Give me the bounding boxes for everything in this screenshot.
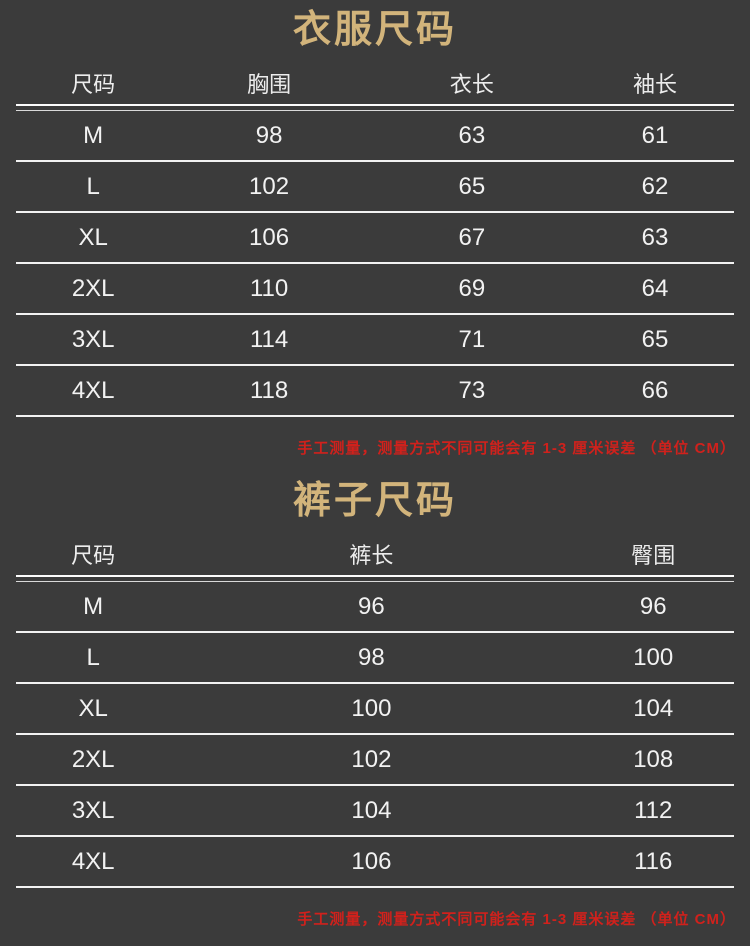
table-cell: 100 — [633, 643, 674, 671]
table-cell: 102 — [351, 745, 392, 773]
table-cell: 2XL — [71, 745, 115, 773]
table-cell: 112 — [634, 796, 673, 824]
table-cell: 106 — [351, 847, 392, 875]
table-cell: 116 — [634, 847, 673, 875]
table-cell: 3XL — [71, 796, 115, 824]
table-cell: 63 — [458, 121, 486, 149]
table-cell: L — [86, 172, 100, 200]
table-cell: 67 — [458, 223, 486, 251]
table-row: 4XL 118 73 66 — [16, 366, 734, 417]
column-header: 尺码 — [71, 72, 116, 97]
column-header: 臀围 — [631, 543, 676, 568]
table-cell: 66 — [641, 376, 669, 404]
table-row: 3XL 114 71 65 — [16, 315, 734, 366]
column-header: 袖长 — [632, 72, 677, 97]
table-row: 3XL 104 112 — [16, 786, 734, 837]
table-cell: XL — [78, 223, 108, 251]
pants-size-title: 裤子尺码 — [292, 480, 457, 522]
measurement-note: 手工测量，测量方式不同可能会有 1-3 厘米误差 （单位 CM） — [297, 911, 736, 928]
table-header-row: 尺码 裤长 臀围 — [16, 533, 734, 575]
table-cell: 110 — [249, 274, 289, 302]
table-cell: 65 — [458, 172, 486, 200]
table-cell: 108 — [633, 745, 674, 773]
table-header-row: 尺码 胸围 衣长 袖长 — [16, 62, 734, 104]
table-cell: 96 — [358, 592, 385, 620]
table-cell: XL — [78, 694, 108, 722]
table-cell: M — [83, 592, 104, 620]
table-row: XL 106 67 63 — [16, 213, 734, 264]
table-row: 2XL 102 108 — [16, 735, 734, 786]
table-cell: 62 — [641, 172, 669, 200]
table-cell: 65 — [641, 325, 669, 353]
table-row: M 96 96 — [16, 582, 734, 633]
table-cell: 106 — [249, 223, 290, 251]
table-cell: 102 — [249, 172, 290, 200]
table-row: 2XL 110 69 64 — [16, 264, 734, 315]
column-header: 裤长 — [349, 543, 394, 568]
table-row: L 98 100 — [16, 633, 734, 684]
table-row: L 102 65 62 — [16, 162, 734, 213]
table-cell: 98 — [358, 643, 385, 671]
table-cell: 98 — [255, 121, 283, 149]
table-cell: 73 — [458, 376, 486, 404]
table-cell: 71 — [458, 325, 486, 353]
size-chart-page: 衣服尺码 尺码 胸围 衣长 袖长 M 98 63 61 L 102 65 62 XL 106 67 63 2XL… — [0, 6, 750, 930]
clothes-size-table: 尺码 胸围 衣长 袖长 M 98 63 61 L 102 65 62 XL 106 67 63 2XL 110 69… — [16, 62, 734, 417]
pants-size-table: 尺码 裤长 臀围 M 96 96 L 98 100 XL 100 104 2XL 102 108 3XL 104… — [16, 533, 734, 888]
pants-size-section: 裤子尺码 尺码 裤长 臀围 M 96 96 L 98 100 XL 100 104 2XL 102 108 3… — [0, 477, 750, 930]
table-row: 4XL 106 116 — [16, 837, 734, 888]
table-cell: M — [83, 121, 104, 149]
table-cell: 63 — [641, 223, 669, 251]
table-cell: 3XL — [71, 325, 115, 353]
table-cell: 100 — [351, 694, 392, 722]
table-cell: 118 — [249, 376, 289, 404]
table-cell: 96 — [639, 592, 667, 620]
column-header: 尺码 — [71, 543, 116, 568]
table-row: M 98 63 61 — [16, 111, 734, 162]
table-cell: 4XL — [71, 847, 115, 875]
measurement-note: 手工测量，测量方式不同可能会有 1-3 厘米误差 （单位 CM） — [297, 440, 736, 457]
clothes-size-section: 衣服尺码 尺码 胸围 衣长 袖长 M 98 63 61 L 102 65 62 XL 106 67 63 2XL… — [0, 6, 750, 459]
table-cell: 104 — [351, 796, 392, 824]
clothes-size-title: 衣服尺码 — [292, 9, 457, 51]
table-cell: 61 — [641, 121, 669, 149]
column-header: 衣长 — [449, 72, 494, 97]
column-header: 胸围 — [247, 72, 292, 97]
header-divider-line — [16, 575, 734, 582]
table-cell: 2XL — [71, 274, 115, 302]
table-cell: 4XL — [71, 376, 115, 404]
table-cell: 64 — [641, 274, 669, 302]
table-cell: 69 — [458, 274, 486, 302]
table-cell: 104 — [633, 694, 674, 722]
table-cell: 114 — [249, 325, 289, 353]
table-cell: L — [86, 643, 100, 671]
header-divider-line — [16, 104, 734, 111]
table-row: XL 100 104 — [16, 684, 734, 735]
